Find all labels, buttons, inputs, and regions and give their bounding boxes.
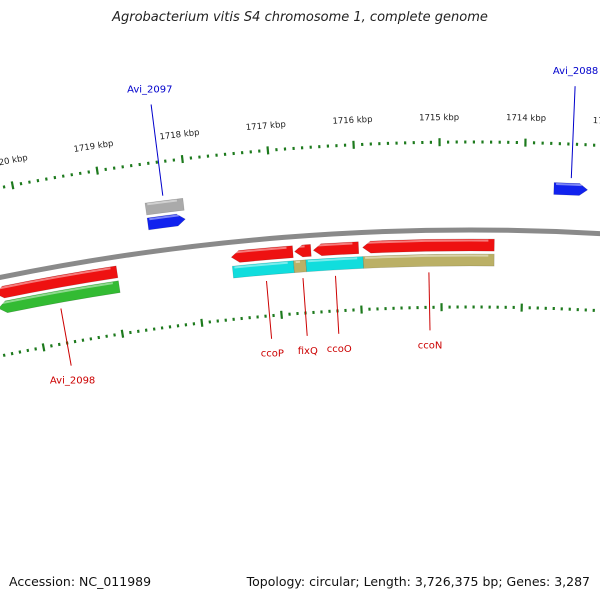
scale-label: 1714 kbp <box>506 113 546 124</box>
scale-label: 1718 kbp <box>159 128 200 143</box>
leader-line-fixQ <box>302 278 308 336</box>
outer-tick-major <box>95 166 99 175</box>
accession-label: Accession: NC_011989 <box>9 574 152 589</box>
scale-label: 1719 kbp <box>73 139 114 155</box>
gene-label-ccoO: ccoO <box>327 344 352 355</box>
feature-highlight <box>307 257 358 263</box>
gene-label-ccoP: ccoP <box>261 349 284 360</box>
inner-tick-major <box>41 343 46 352</box>
feature-arrow-f1 <box>144 197 185 216</box>
gene-label-Avi_2098: Avi_2098 <box>50 376 95 387</box>
genome-backbone <box>0 227 600 281</box>
feature-highlight <box>364 239 489 244</box>
scale-label: 1716 kbp <box>332 115 372 127</box>
leader-line-ccoO <box>335 275 340 334</box>
inner-tick-minor <box>10 351 14 356</box>
feature-highlight <box>232 246 287 254</box>
outer-tick-major <box>180 154 184 164</box>
feature-highlight <box>234 261 288 269</box>
scale-label: 1720 kbp <box>0 153 29 170</box>
outer-tick-minor <box>61 174 65 178</box>
inner-tick-minor <box>113 333 116 337</box>
outer-tick-minor <box>87 170 91 174</box>
outer-tick-minor <box>28 180 31 184</box>
inner-tick-major <box>200 318 204 327</box>
feature-highlight <box>365 254 489 259</box>
topology-label: Topology: circular; Length: 3,726,375 bp… <box>246 574 590 589</box>
scale-label: 1717 kbp <box>245 120 286 133</box>
leader-line-Avi_2097 <box>150 104 164 196</box>
feature-highlight <box>556 183 582 187</box>
feature-arrow-f17 <box>362 253 495 269</box>
map-title: Agrobacterium vitis S4 chromosome 1, com… <box>112 10 488 25</box>
outer-tick-minor <box>78 171 82 175</box>
feature-arrow-f10 <box>230 245 294 263</box>
feature-arrow-f6 <box>0 265 119 299</box>
outer-tick-minor <box>36 178 40 183</box>
inner-tick-minor <box>89 337 93 341</box>
feature-highlight <box>147 199 178 206</box>
inner-tick-minor <box>81 338 85 342</box>
scale-label: 1715 kbp <box>419 113 459 123</box>
inner-tick-minor <box>34 347 37 351</box>
gene-label-Avi_2088: Avi_2088 <box>553 66 598 77</box>
feature-arrow-f13 <box>294 244 312 258</box>
inner-tick-minor <box>97 335 101 340</box>
outer-tick-minor <box>19 181 23 186</box>
outer-tick-major <box>10 181 15 190</box>
leader-line-Avi_2098 <box>60 308 72 366</box>
feature-arrow-f12 <box>293 259 307 274</box>
feature-arrow-f14 <box>312 241 360 257</box>
scale-label: 1713 kbp <box>592 116 600 128</box>
inner-tick-minor <box>50 344 53 348</box>
feature-highlight <box>0 282 113 305</box>
gene-label-Avi_2097: Avi_2097 <box>127 85 172 96</box>
gene-label-ccoN: ccoN <box>418 340 443 351</box>
leader-line-Avi_2088 <box>570 86 576 179</box>
inner-tick-minor <box>26 348 30 353</box>
feature-highlight <box>314 242 353 247</box>
gene-label-fixQ: fixQ <box>298 346 318 357</box>
inner-tick-major <box>280 310 283 319</box>
feature-arrow-f7 <box>0 280 121 314</box>
feature-arrow-f16 <box>362 238 495 254</box>
feature-arrow-f2 <box>146 213 186 231</box>
leader-line-ccoN <box>428 272 431 331</box>
outer-tick-minor <box>45 177 48 181</box>
feature-highlight <box>149 214 179 221</box>
outer-tick-minor <box>2 185 6 189</box>
feature-arrow-f3 <box>553 182 589 196</box>
outer-tick-minor <box>53 175 57 180</box>
feature-highlight <box>0 267 111 290</box>
leader-line-ccoP <box>266 280 273 339</box>
inner-tick-minor <box>2 353 6 357</box>
outer-tick-major <box>266 146 270 155</box>
feature-highlight <box>296 245 305 248</box>
outer-tick-minor <box>70 173 74 177</box>
inner-tick-minor <box>57 342 61 347</box>
inner-tick-major <box>120 329 125 338</box>
inner-tick-minor <box>105 334 108 338</box>
inner-tick-minor <box>73 339 77 344</box>
inner-tick-minor <box>18 350 22 354</box>
